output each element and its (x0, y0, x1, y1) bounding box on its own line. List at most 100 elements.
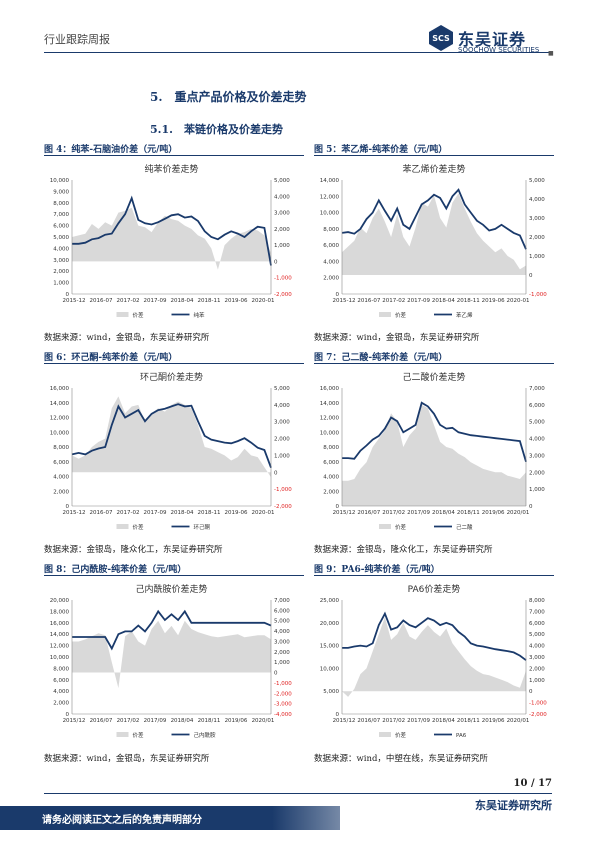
x-tick-label: 2016/07 (357, 510, 380, 516)
page-number: 10 / 17 (513, 778, 552, 789)
x-tick-label: 2018/11 (457, 718, 480, 724)
left-tick-label: 4,000 (323, 475, 339, 481)
x-tick-label: 2015-12 (333, 298, 356, 304)
legend-label-spread: 价差 (395, 311, 407, 319)
right-tick-label: -3,000 (274, 702, 292, 708)
x-tick-label: 2018-04 (432, 298, 455, 304)
left-tick-label: 1,000 (53, 281, 69, 287)
subsection-title: 5.1. 苯链价格及价差走势 (150, 123, 283, 136)
x-tick-label: 2018-04 (171, 298, 194, 304)
figure-9-rule (314, 575, 554, 576)
x-tick-label: 2020-01 (252, 510, 275, 516)
right-tick-label: 1,000 (274, 243, 290, 249)
right-tick-label: -1,000 (529, 292, 547, 298)
figure-6-caption: 图 6：环己酮-纯苯价差（元/吨） (44, 353, 178, 363)
right-tick-label: 7,000 (529, 609, 545, 615)
right-tick-label: 0 (274, 671, 278, 677)
left-tick-label: 3,000 (53, 258, 69, 264)
right-tick-label: -1,000 (274, 487, 292, 493)
spread-area (72, 620, 271, 689)
right-tick-label: 2,000 (529, 235, 545, 241)
right-tick-label: 7,000 (274, 598, 290, 604)
figure-4-caption: 图 4：纯苯-石脑油价差（元/吨） (44, 145, 178, 155)
right-tick-label: 4,000 (274, 194, 290, 200)
left-tick-label: 16,000 (50, 621, 70, 627)
right-tick-label: 8,000 (529, 598, 545, 604)
footer-org: 东吴证券研究所 (475, 799, 552, 812)
left-tick-label: 0 (66, 504, 70, 510)
left-tick-label: 14,000 (50, 401, 70, 407)
figure-7-rule (314, 363, 554, 364)
x-tick-label: 2018/11 (457, 510, 480, 516)
left-tick-label: 2,000 (53, 489, 69, 495)
right-tick-label: 1,000 (274, 660, 290, 666)
price-line (71, 403, 272, 469)
left-tick-label: 0 (66, 292, 70, 298)
header-rule (44, 52, 552, 53)
left-tick-label: 4,000 (53, 689, 69, 695)
figure-9-chart: PA6价差走势 0 5,000 10,000 15,000 20,000 25,000 -2,… (314, 578, 554, 750)
left-tick-label: 20,000 (320, 621, 340, 627)
spread-area (342, 193, 526, 275)
chart-svg: 苯乙烯价差走势 0 2,000 4,000 6,000 8,000 10,000 12,000… (320, 163, 547, 319)
left-tick-label: 10,000 (320, 666, 340, 672)
right-tick-label: 3,000 (529, 216, 545, 222)
right-tick-label: 4,000 (529, 644, 545, 650)
figure-7-source: 数据来源：金银岛，隆众化工，东吴证券研究所 (314, 545, 493, 555)
left-tick-label: 20,000 (50, 598, 70, 604)
right-tick-label: -1,000 (274, 276, 292, 282)
right-tick-label: 5,000 (529, 178, 545, 184)
x-tick-label: 2016-07 (357, 298, 380, 304)
legend-label-line: 苯乙烯 (456, 311, 473, 319)
left-tick-label: 12,000 (50, 644, 70, 650)
x-tick-label: 2017/02 (382, 718, 405, 724)
left-tick-label: 25,000 (320, 598, 340, 604)
x-tick-label: 2019/06 (482, 510, 505, 516)
figure-5-chart: 苯乙烯价差走势 0 2,000 4,000 6,000 8,000 10,000 12,000… (314, 158, 554, 330)
x-tick-label: 2020/01 (507, 718, 530, 724)
x-tick-label: 2018-11 (457, 298, 480, 304)
spread-area (342, 404, 526, 506)
right-tick-label: 3,000 (529, 655, 545, 661)
left-tick-label: 6,000 (53, 460, 69, 466)
spread-area (72, 207, 271, 270)
chart-svg: 己二酸价差走势 0 2,000 4,000 6,000 8,000 10,000 12,000… (320, 371, 545, 531)
x-tick-label: 2016-07 (90, 510, 113, 516)
right-tick-label: 5,000 (274, 178, 290, 184)
right-tick-label: -2,000 (274, 292, 292, 298)
left-tick-label: 0 (336, 292, 340, 298)
left-tick-label: 4,000 (53, 475, 69, 481)
chart-title: 环己酮价差走势 (140, 371, 203, 383)
x-tick-label: 2017-02 (382, 298, 405, 304)
left-tick-label: 16,000 (320, 386, 340, 392)
right-tick-label: 4,000 (529, 437, 545, 443)
footer-rule (44, 793, 552, 794)
left-tick-label: 5,000 (53, 235, 69, 241)
x-tick-label: 2016-07 (90, 298, 113, 304)
right-tick-label: 5,000 (274, 386, 290, 392)
right-tick-label: 1,000 (274, 453, 290, 459)
left-tick-label: 2,000 (323, 489, 339, 495)
x-tick-label: 2016/07 (90, 718, 113, 724)
figure-6-source: 数据来源：金银岛，隆众化工，东吴证券研究所 (44, 545, 223, 555)
x-tick-label: 2015/12 (333, 718, 356, 724)
left-tick-label: 6,000 (323, 460, 339, 466)
x-tick-label: 2019-06 (482, 298, 505, 304)
figure-7-chart: 己二酸价差走势 0 2,000 4,000 6,000 8,000 10,000 12,000… (314, 366, 554, 542)
right-tick-label: -2,000 (274, 504, 292, 510)
svg-text:SCS: SCS (432, 34, 450, 43)
x-tick-label: 2020-01 (507, 298, 530, 304)
figure-8-chart: 己内酰胺价差走势 0 2,000 4,000 6,000 8,000 10,000 12,00… (44, 578, 299, 750)
left-tick-label: 0 (66, 712, 70, 718)
right-tick-label: 6,000 (529, 403, 545, 409)
chart-svg: 纯苯价差走势 0 1,000 2,000 3,000 4,000 5,000 6,000 7,0… (50, 163, 292, 319)
x-tick-label: 2020/01 (507, 510, 530, 516)
figure-4-rule (44, 155, 304, 156)
figure-8-caption: 图 8：己内酰胺-纯苯价差（元/吨） (44, 565, 187, 575)
x-tick-label: 2018-11 (198, 510, 221, 516)
right-tick-label: 5,000 (274, 619, 290, 625)
figure-7-caption: 图 7：己二酸-纯苯价差（元/吨） (314, 353, 448, 363)
left-tick-label: 4,000 (323, 259, 339, 265)
left-tick-label: 18,000 (50, 609, 70, 615)
right-tick-label: 2,000 (529, 666, 545, 672)
